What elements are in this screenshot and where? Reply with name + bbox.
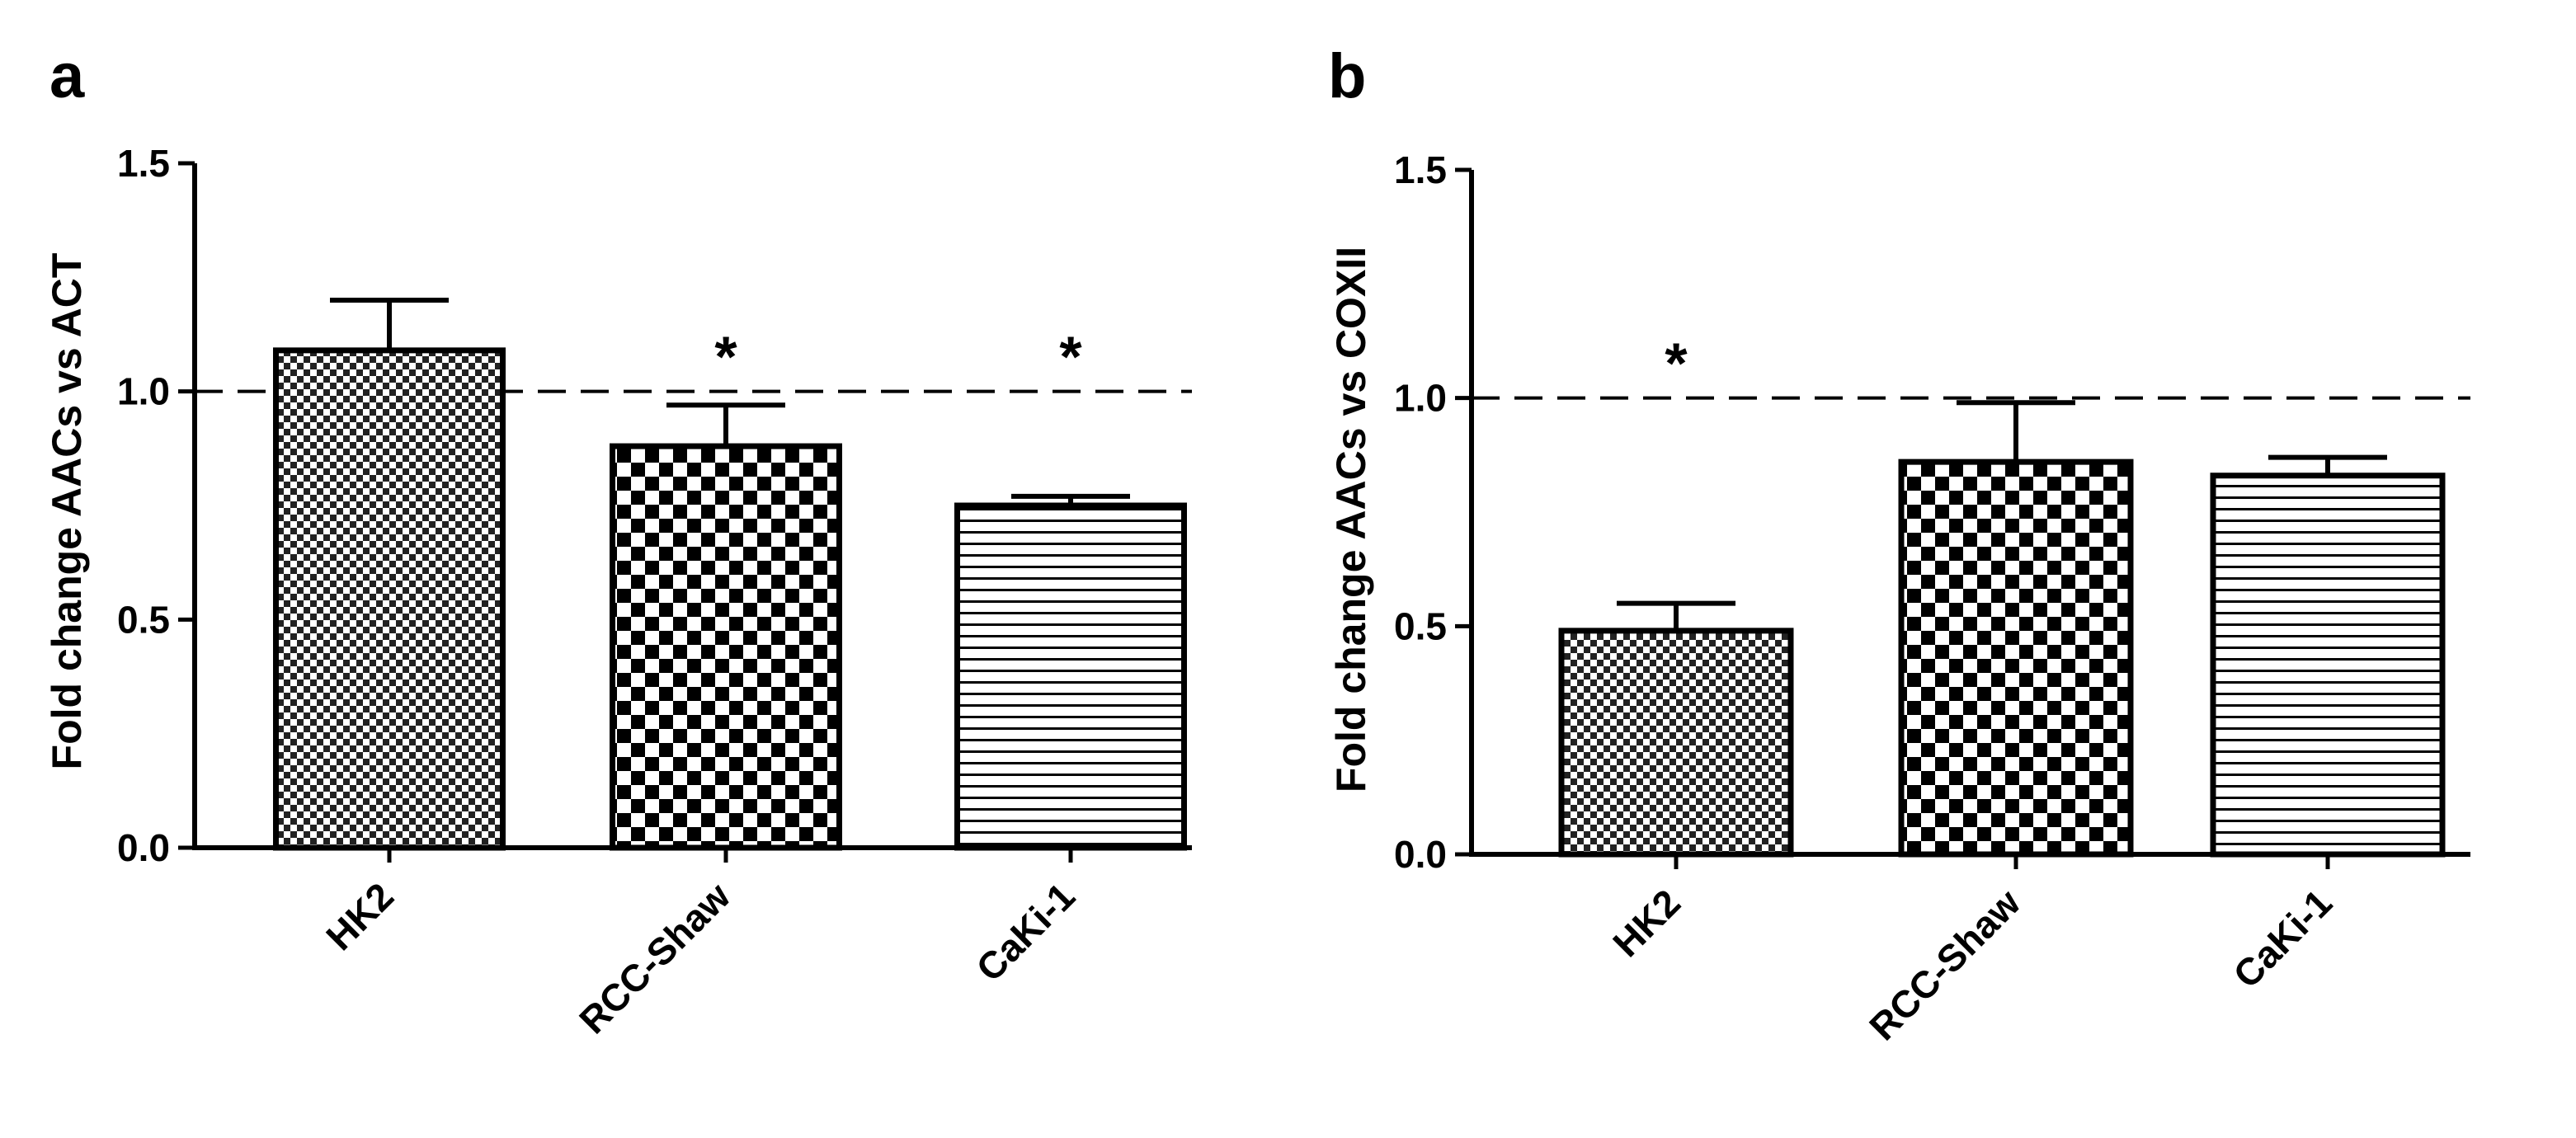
panel-a-significance-star: * [714,325,737,389]
panel-a-y-tick-label: 0.0 [117,826,170,869]
panel-b-significance-star: * [1665,332,1688,396]
panel-b-category-label: CaKi-1 [2225,881,2340,996]
panel-a-y-tick-label: 1.5 [117,142,170,185]
panel-b-plot: 0.0 0.5 1.0 1.5 HK2 * RCC-Shaw CaKi-1 [1394,148,2470,1048]
panel-b-category-label: HK2 [1604,881,1688,965]
panel-b: b Fold change AACs vs COXII 0.0 0.5 1.0 1.5… [1328,41,2470,1048]
panel-b-y-axis-label: Fold change AACs vs COXII [1328,247,1374,792]
panel-b-y-tick-label: 0.5 [1394,604,1447,647]
panel-b-bar-hk2 [1558,628,1794,858]
panel-b-y-tick-label: 1.0 [1394,377,1447,420]
panel-a-y-axis-label: Fold change AACs vs ACT [44,253,90,770]
panel-letter-b: b [1328,41,1366,111]
panel-b-bar-rcc-shaw [1898,458,2134,858]
panel-a-bar-hk2 [273,347,506,851]
panel-a-category-label: CaKi-1 [968,874,1083,990]
panel-a-plot: 0.0 0.5 1.0 1.5 HK2 RCC-Shaw * CaKi-1 * [117,142,1192,1042]
panel-b-y-tick-label: 1.5 [1394,148,1447,191]
panel-a-category-label: RCC-Shaw [571,874,738,1042]
panel-a-bar-rcc-shaw [610,443,842,851]
panel-a: a Fold change AACs vs ACT 0.0 0.5 1.0 1.5 HK… [44,41,1192,1042]
panel-letter-a: a [49,41,85,111]
panel-a-y-tick-label: 0.5 [117,598,170,641]
panel-a-category-label: HK2 [318,874,402,958]
panel-a-bar-caki-1 [954,502,1187,851]
panel-b-y-tick-label: 0.0 [1394,833,1447,876]
panel-a-y-tick-label: 1.0 [117,370,170,413]
panel-b-bar-caki-1 [2210,473,2446,858]
panel-b-category-label: RCC-Shaw [1861,881,2028,1048]
panel-a-significance-star: * [1059,325,1082,389]
